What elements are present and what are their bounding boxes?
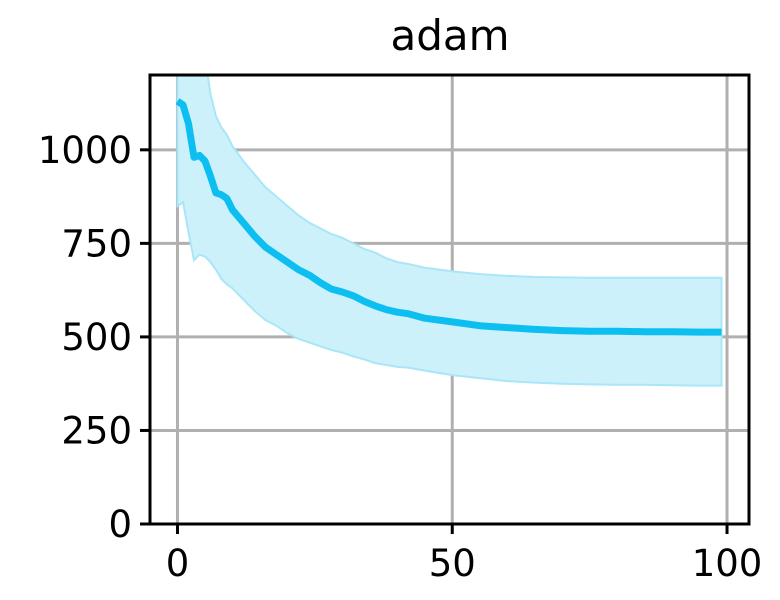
y-tick-label-1: 250 (61, 409, 132, 452)
y-tick-label-4: 1000 (38, 129, 132, 172)
x-tick-label-1: 50 (429, 542, 476, 585)
x-tick-label-0: 0 (166, 542, 190, 585)
series-line-layer (175, 98, 722, 336)
y-tick-label-3: 750 (61, 222, 132, 265)
confidence-band-layer (176, 75, 723, 387)
y-tick-label-2: 500 (61, 316, 132, 359)
y-tick-label-0: 0 (108, 503, 132, 546)
chart-title: adam (390, 11, 509, 60)
plot-frame (148, 73, 751, 526)
series-line (175, 98, 722, 336)
x-tick-label-2: 100 (692, 542, 763, 585)
confidence-band (176, 75, 723, 387)
